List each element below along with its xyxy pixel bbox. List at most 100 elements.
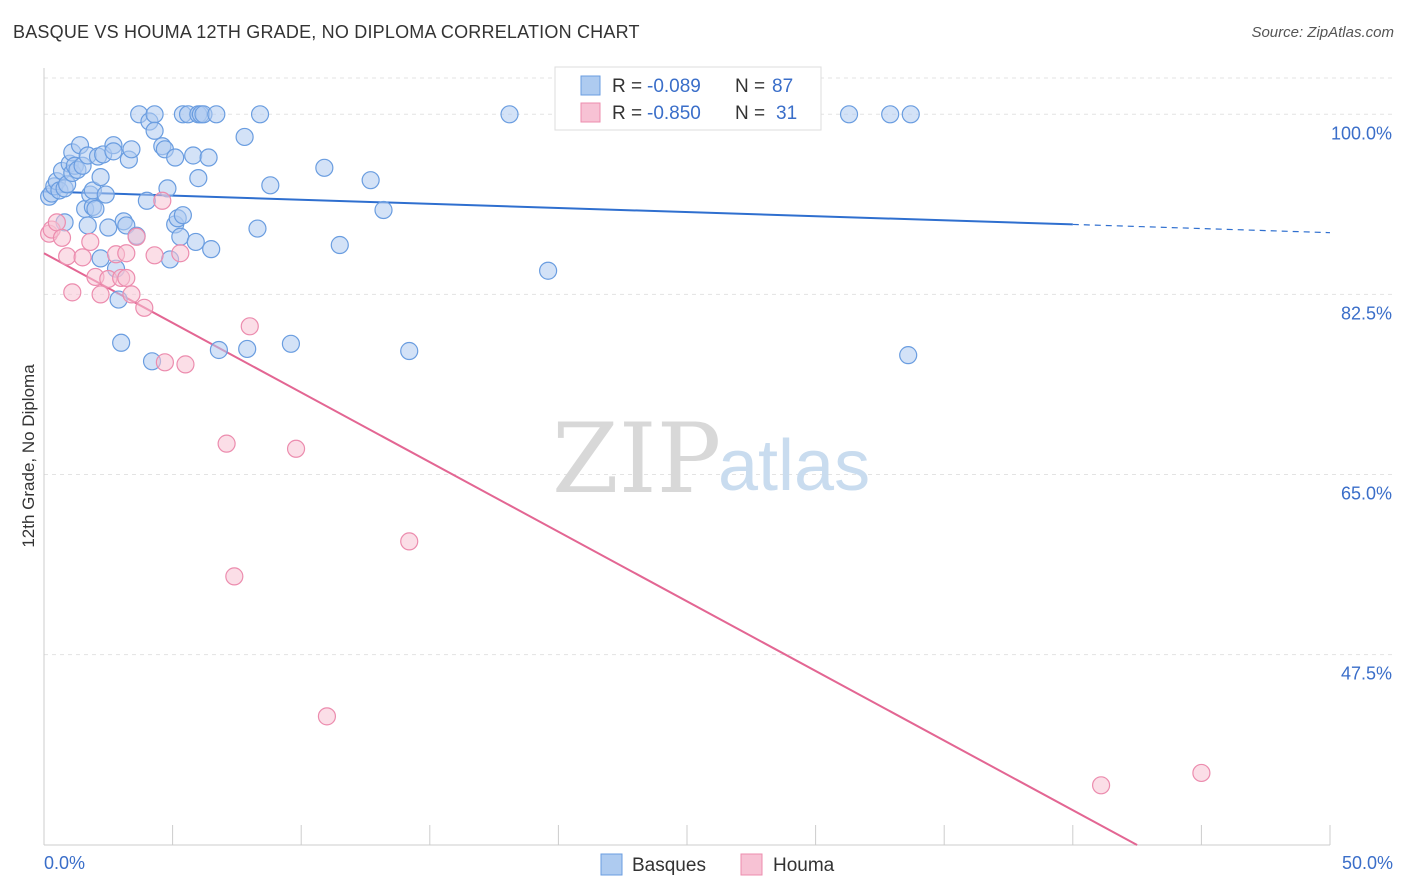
basques-point — [145, 121, 164, 140]
basques-point — [209, 340, 228, 360]
houma-r-value: -0.850 — [647, 103, 701, 124]
legend-swatch-houma — [740, 853, 763, 876]
houma-point — [127, 227, 146, 246]
gridlines — [44, 77, 1392, 656]
basques-point — [78, 216, 97, 235]
watermark: ZIP atlas — [552, 403, 870, 515]
basques-point — [184, 146, 203, 165]
x-tick-label: 50.0% — [1342, 853, 1393, 873]
houma-point — [58, 247, 77, 266]
legend-label-houma: Houma — [773, 855, 835, 876]
houma-point — [135, 298, 154, 317]
y-tick-labels: 100.0% 82.5% 65.0% 47.5% — [1331, 123, 1392, 683]
watermark-atlas: atlas — [718, 426, 870, 506]
basques-point — [86, 199, 105, 219]
y-tick-label: 82.5% — [1341, 303, 1392, 323]
basques-point — [899, 346, 918, 365]
x-tick-label: 0.0% — [44, 853, 85, 873]
basques-point — [189, 169, 208, 188]
basques-point — [91, 167, 110, 187]
basques-point — [173, 206, 192, 225]
basques-point — [261, 176, 280, 195]
legend-label-basques: Basques — [632, 855, 706, 876]
houma-point — [240, 317, 259, 336]
y-axis-label: 12th Grade, No Diploma — [19, 364, 38, 548]
houma-point — [145, 246, 164, 265]
basques-point — [207, 105, 226, 124]
y-tick-label: 47.5% — [1341, 664, 1392, 684]
houma-point — [225, 567, 244, 586]
houma-trend-line — [43, 252, 1138, 846]
basques-point — [171, 227, 190, 246]
houma-stats-swatch — [580, 102, 601, 123]
houma-point — [47, 213, 66, 232]
basques-point — [881, 105, 900, 124]
basques-point — [202, 240, 221, 259]
houma-point — [63, 283, 82, 302]
basques-n-label: N = — [735, 76, 765, 97]
houma-point — [1091, 776, 1111, 795]
houma-point — [73, 248, 92, 267]
y-tick-label: 100.0% — [1331, 123, 1392, 143]
basques-r-label: R = — [612, 76, 642, 97]
houma-point — [52, 228, 72, 247]
basques-point — [839, 105, 859, 124]
y-tick-label: 65.0% — [1341, 484, 1392, 504]
houma-point — [1192, 763, 1211, 783]
basques-point — [99, 218, 118, 237]
basques-point — [238, 339, 257, 359]
basques-point — [91, 249, 110, 268]
houma-point — [122, 285, 141, 304]
basques-stats-swatch — [580, 75, 601, 96]
basques-point — [330, 235, 349, 255]
basques-point — [400, 341, 419, 361]
basques-point — [104, 142, 123, 161]
stats-legend: R = -0.089 N = 87 R = -0.850 N = 31 — [554, 66, 822, 131]
watermark-zip: ZIP — [552, 403, 721, 515]
basques-point — [166, 148, 185, 167]
houma-point — [176, 355, 195, 374]
houma-point — [91, 285, 110, 304]
houma-point — [286, 439, 306, 458]
basques-point — [122, 140, 141, 159]
basques-point — [235, 127, 254, 147]
houma-point — [81, 232, 100, 252]
houma-point — [117, 244, 136, 263]
basques-point — [199, 148, 218, 167]
basques-point — [315, 158, 334, 177]
source-label: Source: ZipAtlas.com — [1251, 24, 1394, 41]
houma-r-label: R = — [612, 103, 642, 124]
trend-lines — [43, 190, 1331, 846]
basques-point — [250, 105, 270, 124]
basques-point — [901, 105, 920, 124]
basques-point — [374, 200, 393, 220]
basques-point — [112, 333, 131, 352]
houma-n-value: 31 — [776, 103, 797, 124]
basques-point — [145, 105, 164, 124]
legend-swatch-basques — [600, 853, 623, 876]
basques-point — [500, 105, 519, 124]
basques-point — [96, 185, 115, 204]
houma-point — [155, 353, 174, 372]
x-tick-labels: 0.0% 50.0% — [44, 853, 1393, 873]
houma-point — [171, 244, 190, 263]
basques-point — [361, 171, 380, 190]
basques-point — [539, 261, 558, 280]
houma-point — [217, 434, 236, 453]
houma-point — [317, 707, 337, 726]
basques-point — [248, 219, 267, 238]
data-points — [40, 105, 1211, 795]
basques-n-value: 87 — [772, 76, 793, 97]
houma-point — [153, 191, 172, 210]
houma-point — [117, 268, 136, 288]
chart-title: BASQUE VS HOUMA 12TH GRADE, NO DIPLOMA C… — [13, 22, 640, 42]
basques-point — [186, 232, 205, 252]
basques-trend-line — [43, 190, 1073, 226]
basques-point — [281, 334, 301, 353]
basques-trend-extension — [1072, 223, 1331, 234]
basques-r-value: -0.089 — [647, 76, 701, 97]
basques-point — [137, 191, 156, 210]
houma-n-label: N = — [735, 103, 765, 124]
houma-point — [400, 532, 419, 551]
